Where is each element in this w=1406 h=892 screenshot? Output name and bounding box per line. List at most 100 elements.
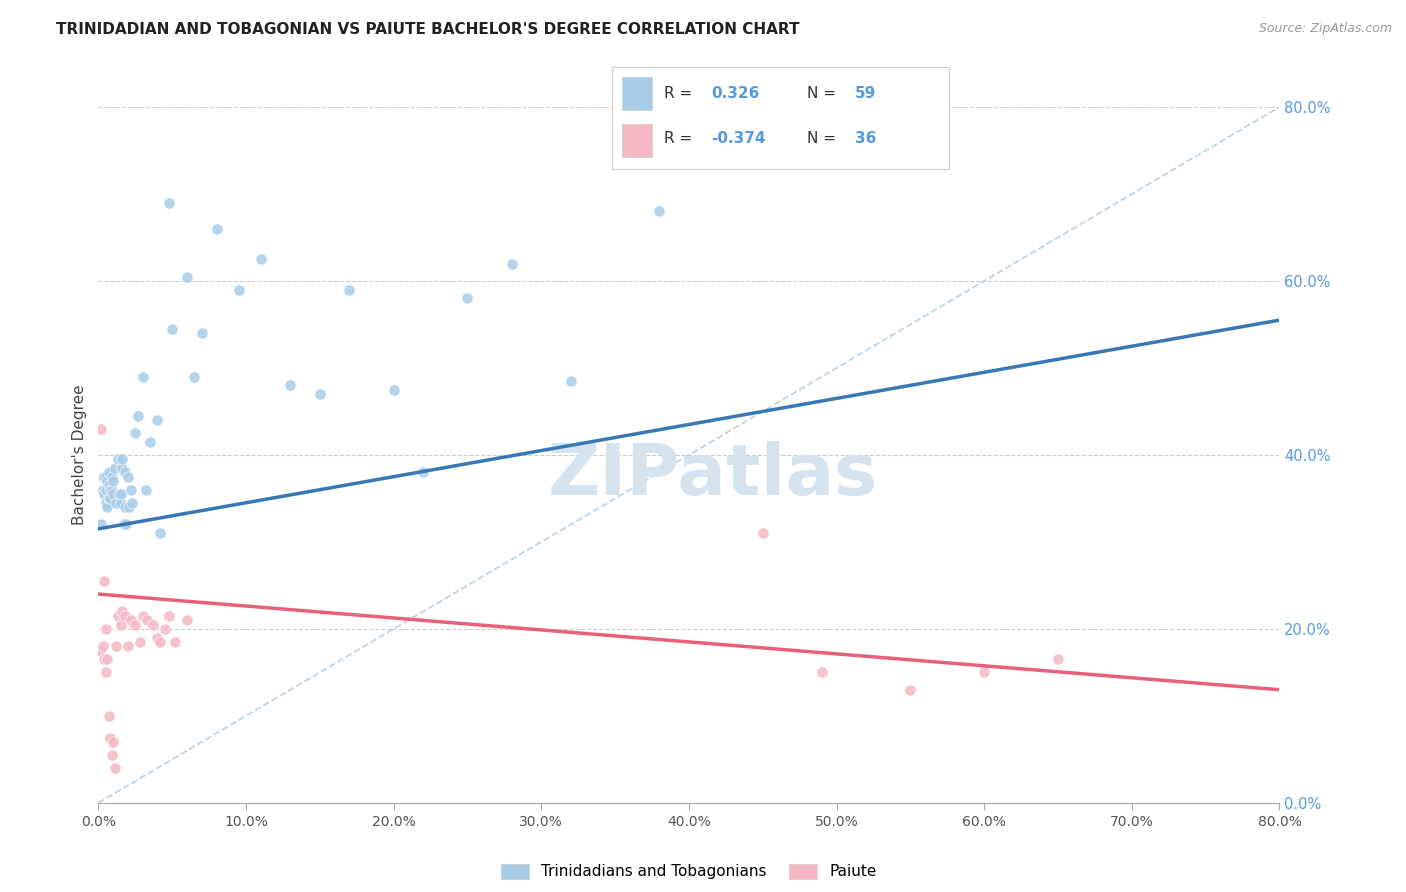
Text: Source: ZipAtlas.com: Source: ZipAtlas.com (1258, 22, 1392, 36)
Point (139, 434, 162, 449)
Point (108, 487, 131, 501)
Point (115, 517, 138, 532)
Point (250, 252, 273, 267)
Point (136, 613, 159, 627)
Point (165, 635, 187, 649)
Point (153, 622, 176, 636)
Point (157, 195, 180, 210)
Point (93, 652, 115, 666)
Point (810, 665, 832, 680)
Text: 0.326: 0.326 (711, 86, 759, 101)
Point (124, 426, 146, 441)
Point (100, 469, 122, 483)
Point (132, 369, 155, 384)
Point (648, 204, 671, 219)
Point (118, 500, 141, 514)
Point (456, 291, 478, 305)
Point (111, 605, 134, 619)
Point (111, 461, 134, 475)
Point (104, 461, 127, 475)
Point (146, 631, 169, 645)
Point (162, 322, 183, 336)
Point (91, 483, 114, 497)
Point (157, 608, 180, 623)
Point (132, 608, 155, 623)
Point (176, 613, 198, 627)
Point (90, 422, 112, 436)
Point (1046, 652, 1069, 666)
Point (117, 469, 139, 483)
Point (104, 761, 127, 775)
Text: 36: 36 (855, 131, 876, 146)
Point (93, 574, 115, 588)
Point (120, 613, 142, 627)
Point (93, 487, 115, 501)
Point (120, 483, 142, 497)
FancyBboxPatch shape (621, 78, 652, 110)
Point (142, 617, 165, 632)
Point (105, 639, 128, 653)
Point (278, 378, 302, 392)
Point (900, 682, 922, 697)
Point (91, 469, 114, 483)
Point (94, 483, 117, 497)
FancyBboxPatch shape (621, 124, 652, 157)
Point (105, 496, 128, 510)
Point (111, 452, 134, 467)
Text: R =: R = (664, 86, 697, 101)
Point (412, 466, 434, 480)
Point (110, 617, 132, 632)
Point (973, 665, 995, 680)
Point (94, 622, 117, 636)
Point (96, 652, 118, 666)
Point (100, 747, 122, 762)
Point (191, 326, 214, 340)
Point (89, 643, 111, 657)
Point (107, 452, 129, 467)
Point (90, 517, 112, 532)
Point (205, 221, 228, 235)
Point (146, 413, 169, 427)
Text: 59: 59 (855, 86, 876, 101)
Point (114, 500, 136, 514)
Point (560, 374, 582, 388)
Point (127, 409, 149, 423)
Point (114, 608, 136, 623)
Point (339, 283, 360, 297)
Point (382, 383, 405, 397)
Point (183, 369, 205, 384)
Point (96, 474, 118, 488)
Point (98, 483, 121, 497)
Point (94, 496, 117, 510)
Text: N =: N = (807, 131, 841, 146)
Point (176, 269, 198, 284)
Point (149, 526, 172, 541)
Text: ZIPatlas: ZIPatlas (547, 442, 877, 510)
Point (94, 469, 117, 483)
Text: TRINIDADIAN AND TOBAGONIAN VS PAIUTE BACHELOR'S DEGREE CORRELATION CHART: TRINIDADIAN AND TOBAGONIAN VS PAIUTE BAC… (56, 22, 800, 37)
Text: N =: N = (807, 86, 841, 101)
Point (96, 500, 118, 514)
Point (501, 256, 523, 270)
Point (149, 635, 172, 649)
Y-axis label: Bachelor's Degree: Bachelor's Degree (72, 384, 87, 525)
Point (103, 487, 125, 501)
Point (110, 487, 132, 501)
Point (93, 469, 115, 483)
Point (100, 483, 122, 497)
Point (135, 483, 157, 497)
Point (107, 608, 129, 623)
Point (98, 491, 121, 506)
Point (751, 526, 773, 541)
Point (97, 466, 120, 480)
Point (97, 708, 120, 723)
Legend: Trinidadians and Tobagonians, Paiute: Trinidadians and Tobagonians, Paiute (495, 857, 883, 886)
Point (128, 635, 150, 649)
Point (97, 491, 120, 506)
Point (97, 478, 120, 492)
Point (98, 731, 121, 745)
Point (228, 283, 250, 297)
Point (124, 617, 146, 632)
Text: -0.374: -0.374 (711, 131, 766, 146)
Point (309, 387, 332, 401)
